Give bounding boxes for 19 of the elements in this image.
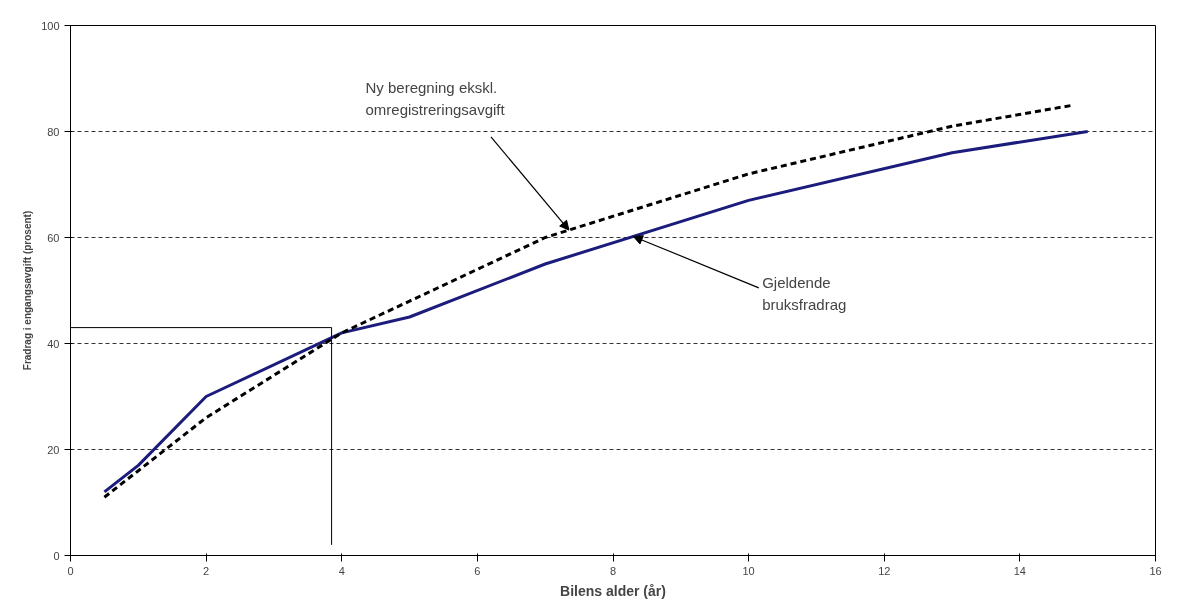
y-tick-label: 20 [47,443,60,456]
x-tick-label: 14 [1013,564,1027,577]
y-tick-label: 100 [41,19,60,32]
x-axis-title: Bilens alder (år) [560,582,666,599]
y-tick-label: 40 [47,337,60,350]
x-tick-label: 10 [742,564,755,577]
annotation: Gjeldende bruksfradrag [762,273,847,313]
y-axis-title: Fradrag i engangsavgift (prosent) [22,210,34,371]
x-tick-label: 0 [67,564,74,577]
x-tick-label: 4 [338,564,345,577]
x-tick-label: 2 [203,564,210,577]
x-tick-label: 6 [474,564,481,577]
y-tick-label: 0 [53,549,60,562]
x-tick-label: 12 [878,564,891,577]
y-tick-label: 60 [47,231,60,244]
x-tick-label: 16 [1149,564,1162,577]
x-tick-label: 8 [609,564,617,577]
y-tick-label: 80 [47,125,60,138]
annotation: Ny beregning ekskl. omregistreringsavgift [365,78,506,118]
